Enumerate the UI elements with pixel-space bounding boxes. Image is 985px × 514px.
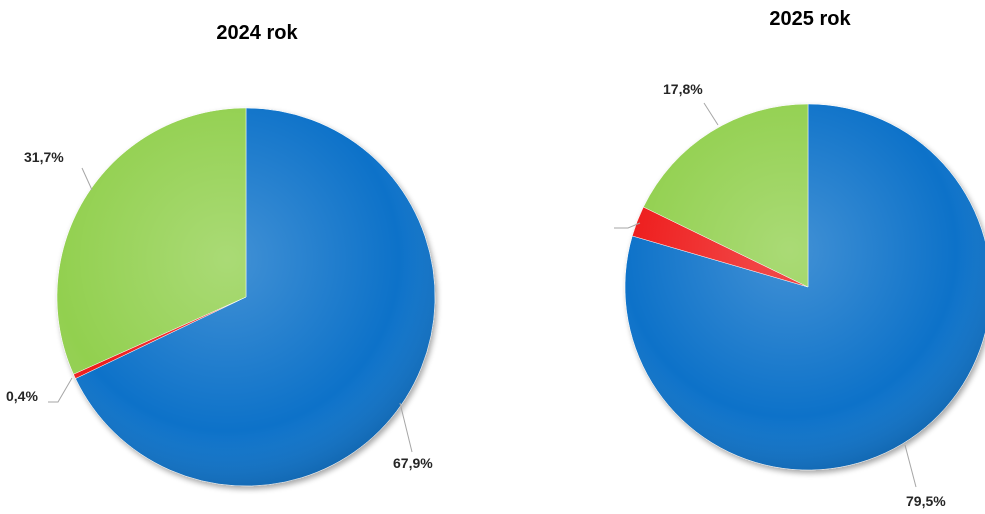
leader-2025-green: [703, 102, 719, 126]
leader-2025-red: [614, 222, 641, 229]
slice-label-2025-green: 17,8%: [663, 81, 703, 97]
leader-2024-red: [48, 377, 73, 403]
slice-label-2024-red: 0,4%: [6, 388, 38, 404]
leader-2024-blue: [399, 402, 413, 453]
pie-chart-2024: 2024 rok 67,9% 0,4% 31,7%: [6, 22, 436, 487]
pie-chart-2025: 2025 rok 79,5% 17,8%: [614, 8, 985, 509]
leader-2025-blue: [904, 444, 917, 488]
slice-label-2024-green: 31,7%: [24, 149, 64, 165]
chart-title-2025: 2025 rok: [769, 8, 851, 30]
chart-title-2024: 2024 rok: [216, 22, 298, 44]
slice-label-2025-blue: 79,5%: [906, 493, 946, 509]
leader-2024-green: [81, 167, 93, 191]
slice-label-2024-blue: 67,9%: [393, 455, 433, 471]
